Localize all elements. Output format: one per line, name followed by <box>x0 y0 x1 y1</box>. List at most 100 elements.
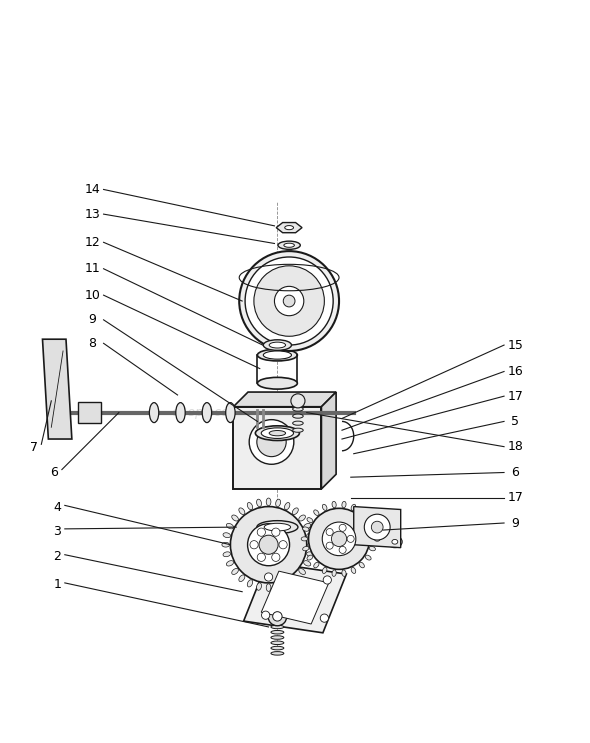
Circle shape <box>239 251 339 351</box>
Ellipse shape <box>222 542 230 547</box>
Ellipse shape <box>278 241 300 250</box>
Ellipse shape <box>369 546 375 551</box>
Ellipse shape <box>304 524 311 529</box>
Text: 17: 17 <box>507 491 523 504</box>
Text: 15: 15 <box>507 339 523 351</box>
Ellipse shape <box>202 403 212 423</box>
Ellipse shape <box>307 518 313 522</box>
Ellipse shape <box>292 508 299 515</box>
Ellipse shape <box>223 552 231 557</box>
Bar <box>233 406 322 489</box>
Ellipse shape <box>223 533 231 538</box>
Ellipse shape <box>232 568 238 574</box>
Ellipse shape <box>342 502 346 507</box>
Text: 6: 6 <box>512 466 519 479</box>
Text: 8: 8 <box>88 337 96 350</box>
Ellipse shape <box>365 555 371 560</box>
Circle shape <box>320 614 329 622</box>
Ellipse shape <box>370 533 385 545</box>
Ellipse shape <box>276 583 281 590</box>
Ellipse shape <box>269 430 286 436</box>
Ellipse shape <box>226 403 235 423</box>
Polygon shape <box>244 562 346 633</box>
Text: 17: 17 <box>507 389 523 403</box>
Ellipse shape <box>271 641 284 645</box>
Ellipse shape <box>232 515 238 521</box>
Circle shape <box>248 524 290 565</box>
Circle shape <box>291 394 305 408</box>
Circle shape <box>283 295 295 307</box>
Ellipse shape <box>271 620 284 623</box>
Circle shape <box>326 542 333 549</box>
Ellipse shape <box>176 403 185 423</box>
Circle shape <box>323 576 332 584</box>
Text: 16: 16 <box>507 365 523 378</box>
Ellipse shape <box>276 499 281 507</box>
Ellipse shape <box>365 518 371 522</box>
Ellipse shape <box>247 502 253 510</box>
Circle shape <box>371 522 383 533</box>
Circle shape <box>322 522 356 556</box>
Ellipse shape <box>257 583 261 590</box>
Ellipse shape <box>307 542 315 547</box>
Circle shape <box>257 528 266 536</box>
Circle shape <box>326 528 333 536</box>
Ellipse shape <box>257 349 297 361</box>
Circle shape <box>347 536 354 542</box>
Ellipse shape <box>307 555 313 560</box>
Circle shape <box>259 535 278 554</box>
Ellipse shape <box>371 536 377 541</box>
Ellipse shape <box>293 421 303 425</box>
Text: 14: 14 <box>84 183 100 196</box>
Ellipse shape <box>322 504 327 510</box>
Text: 9: 9 <box>512 516 519 530</box>
Ellipse shape <box>263 351 291 359</box>
Ellipse shape <box>266 498 271 506</box>
Circle shape <box>231 507 307 583</box>
Circle shape <box>261 611 270 620</box>
Ellipse shape <box>299 568 306 574</box>
Circle shape <box>249 420 294 464</box>
Ellipse shape <box>314 510 319 516</box>
Ellipse shape <box>332 502 336 507</box>
Ellipse shape <box>284 243 294 247</box>
Ellipse shape <box>266 584 271 591</box>
Ellipse shape <box>299 515 306 521</box>
Polygon shape <box>233 392 336 406</box>
Ellipse shape <box>293 414 303 418</box>
Ellipse shape <box>293 428 303 432</box>
Ellipse shape <box>303 546 309 551</box>
Ellipse shape <box>304 561 311 566</box>
Circle shape <box>268 607 287 626</box>
Ellipse shape <box>342 570 346 577</box>
Ellipse shape <box>359 510 365 516</box>
Ellipse shape <box>374 536 380 541</box>
Circle shape <box>274 286 304 316</box>
Ellipse shape <box>227 561 234 566</box>
Polygon shape <box>322 392 336 489</box>
Text: eReplacementParts.com: eReplacementParts.com <box>172 406 324 419</box>
Text: 6: 6 <box>50 466 58 479</box>
Circle shape <box>272 554 280 562</box>
Circle shape <box>279 541 287 549</box>
Ellipse shape <box>257 521 298 533</box>
Polygon shape <box>261 571 329 624</box>
Ellipse shape <box>271 631 284 634</box>
Ellipse shape <box>271 652 284 655</box>
Circle shape <box>332 531 347 547</box>
Ellipse shape <box>264 523 291 531</box>
Ellipse shape <box>369 527 375 531</box>
Ellipse shape <box>322 568 327 574</box>
Ellipse shape <box>284 580 290 587</box>
Ellipse shape <box>388 536 402 548</box>
Ellipse shape <box>247 580 253 587</box>
Circle shape <box>257 427 286 457</box>
Ellipse shape <box>263 340 291 351</box>
Bar <box>78 402 101 424</box>
Polygon shape <box>276 223 302 233</box>
Ellipse shape <box>255 426 299 441</box>
Text: 10: 10 <box>84 289 100 302</box>
Ellipse shape <box>307 552 314 557</box>
Ellipse shape <box>149 403 159 423</box>
Circle shape <box>257 554 266 562</box>
